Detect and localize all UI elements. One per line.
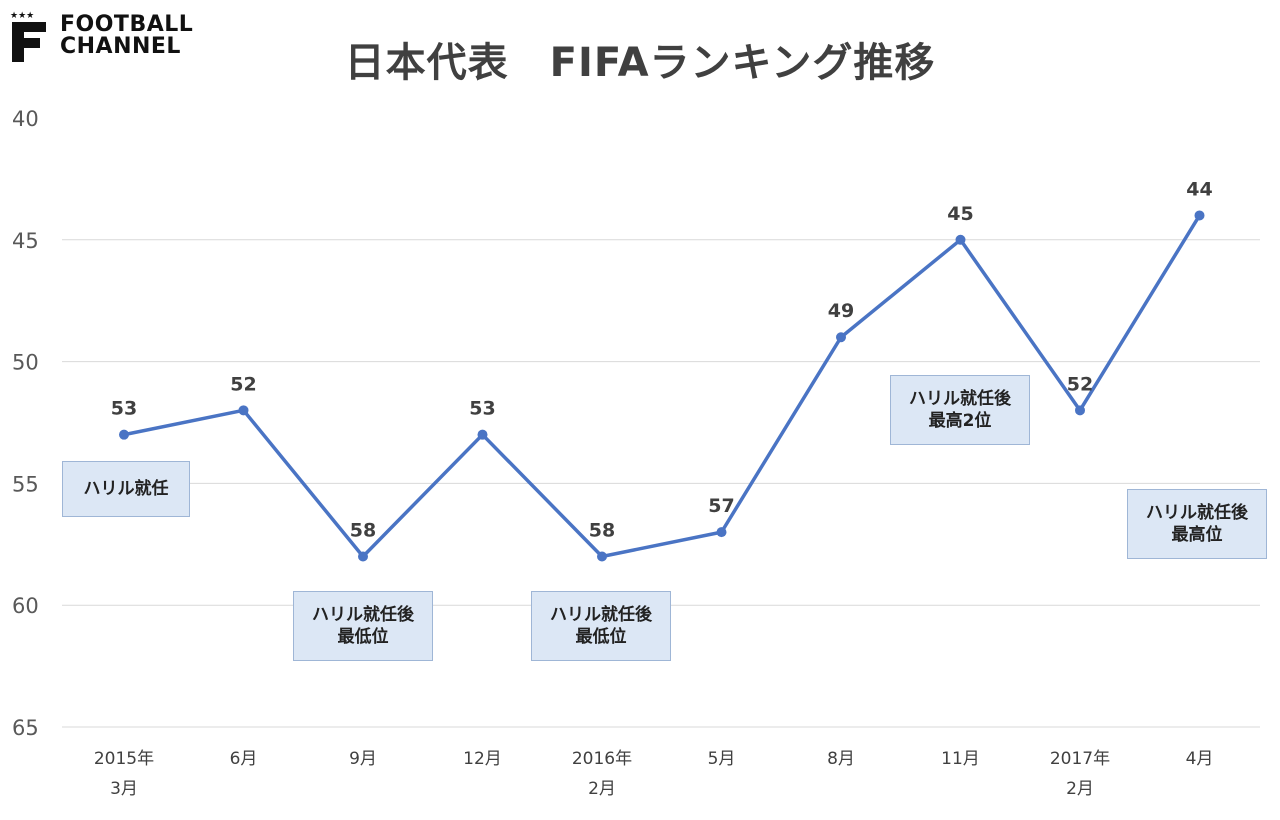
logo-line2: CHANNEL [60,34,181,59]
logo-wordmark: FOOTBALL CHANNEL [60,14,193,58]
data-label: 45 [947,203,973,225]
svg-text:★★★: ★★★ [10,11,34,21]
data-point [477,429,488,440]
data-label: 53 [111,398,137,420]
x-tick-label: 5月 [708,749,736,769]
annotation-lowest-1: ハリル就任後 最低位 [293,591,433,661]
annotation-second-highest: ハリル就任後 最高2位 [890,375,1030,445]
data-point [716,527,727,538]
x-tick-label: 2017年 [1050,749,1110,769]
data-point [119,429,129,440]
x-tick-label: 2016年 [572,749,632,769]
data-point [955,234,966,245]
x-tick-label: 4月 [1186,749,1214,769]
data-label: 57 [708,495,734,517]
x-tick-label: 2015年 [94,749,154,769]
x-tick-label: 2月 [1066,779,1094,799]
y-tick-label: 60 [12,594,39,618]
data-label: 44 [1186,178,1212,200]
logo-line1: FOOTBALL [60,12,194,37]
y-tick-label: 45 [12,229,39,253]
x-tick-label: 8月 [827,749,855,769]
annotation-lowest-2: ハリル就任後 最低位 [531,591,671,661]
data-label: 52 [1067,373,1093,395]
data-point [836,332,846,343]
chart-title: 日本代表 FIFAランキング推移 [344,40,936,86]
x-tick-label: 3月 [110,779,138,799]
y-tick-label: 50 [12,351,39,375]
y-tick-label: 65 [12,716,39,740]
data-label: 52 [230,373,256,395]
data-point [238,405,249,416]
logo-mark-icon: ★★★ [10,11,46,62]
data-point [1194,210,1205,221]
data-point [597,551,607,562]
data-label: 49 [828,300,854,322]
annotation-halil-appointed: ハリル就任 [62,461,190,517]
x-tick-label: 9月 [349,749,377,769]
x-tick-label: 2月 [588,779,616,799]
x-tick-label: 11月 [941,749,980,769]
data-point [1075,405,1085,416]
series-line [122,213,1202,559]
x-tick-label: 12月 [463,749,502,769]
data-label: 53 [469,398,495,420]
data-label: 58 [589,519,615,541]
y-tick-label: 40 [12,107,39,131]
x-tick-label: 6月 [230,749,258,769]
football-channel-logo: ★★★ FOOTBALL CHANNEL [10,8,210,68]
y-tick-label: 55 [12,472,39,496]
annotation-highest: ハリル就任後 最高位 [1127,489,1267,559]
data-point [358,551,368,562]
data-label: 58 [350,519,376,541]
